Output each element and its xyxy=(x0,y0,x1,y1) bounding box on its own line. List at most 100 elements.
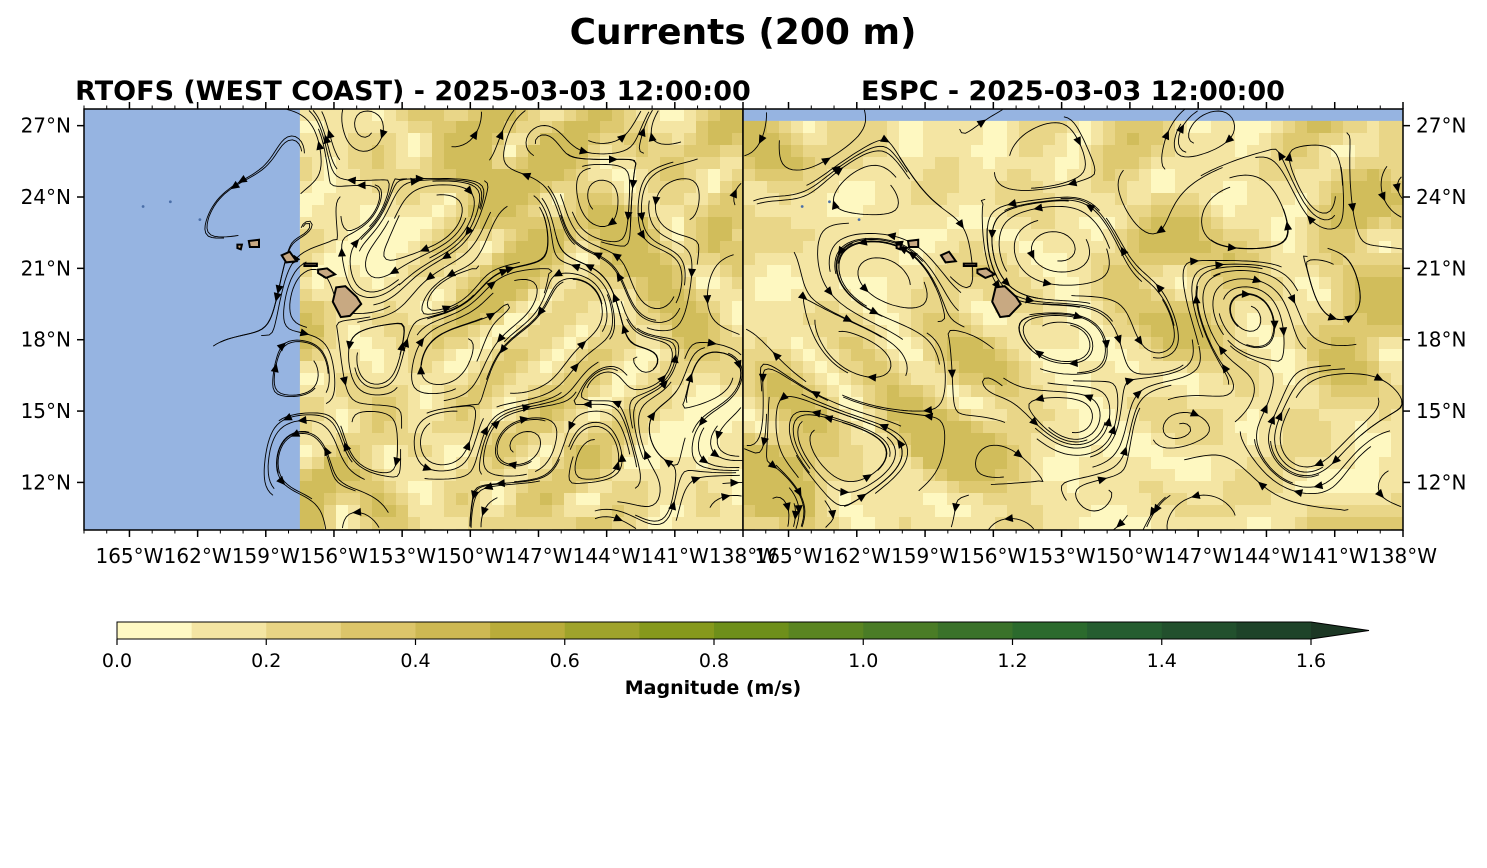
streamline-arrow xyxy=(297,415,307,424)
streamline-arrow xyxy=(648,132,657,142)
streamline-arrow xyxy=(1161,130,1170,141)
no-data-mask xyxy=(743,109,1403,121)
streamline-arrow xyxy=(425,271,436,281)
streamline-arrow xyxy=(612,293,621,303)
colorbar-tick-label: 0.8 xyxy=(699,650,729,672)
streamline-arrow xyxy=(823,415,834,423)
streamline-arrow xyxy=(495,479,505,488)
streamline-arrow xyxy=(401,338,410,348)
lat-tick-label: 12°N xyxy=(21,470,71,494)
lon-tick-label: 156°W xyxy=(300,544,368,568)
lat-tick-label: 18°N xyxy=(1416,328,1466,352)
streamline-arrow xyxy=(323,134,332,145)
streamline-arrow xyxy=(1279,327,1288,337)
streamline-arrow xyxy=(1274,411,1283,422)
colorbar-tick-label: 1.2 xyxy=(997,650,1027,672)
lon-tick-label: 162°W xyxy=(823,544,891,568)
streamline-arrow xyxy=(842,314,853,322)
colorbar-bin xyxy=(1236,622,1312,639)
streamline-arrow xyxy=(721,493,731,502)
streamline-arrow xyxy=(668,500,677,511)
lon-tick-label: 147°W xyxy=(505,544,573,568)
streamline-arrow xyxy=(356,181,366,190)
streamline-arrow xyxy=(1307,215,1316,225)
streamline-arrow xyxy=(570,362,579,373)
streamline-arrow xyxy=(1155,283,1165,294)
streamline-arrow xyxy=(840,487,850,496)
streamline-arrow xyxy=(1003,514,1014,523)
streamline-arrow xyxy=(568,420,576,431)
lon-tick-label: 150°W xyxy=(436,544,504,568)
lat-tick-label: 27°N xyxy=(1416,114,1466,138)
streamline-arrow xyxy=(1083,394,1094,402)
streamline-arrow xyxy=(463,185,473,195)
streamline-arrow xyxy=(521,172,532,181)
streamline-arrow xyxy=(670,353,679,364)
nw-hawaiian-island xyxy=(828,200,831,204)
lon-tick-label: 138°W xyxy=(709,544,777,568)
lon-tick-label: 138°W xyxy=(1369,544,1437,568)
streamline-arrow xyxy=(862,474,873,483)
island-hawaii xyxy=(991,285,1022,319)
colorbar-bin xyxy=(639,622,715,639)
streamline-arrow xyxy=(584,264,595,272)
longitude-labels-rtofs: 165°W 162°W 159°W 156°W 153°W 150°W 147°W 144°W… xyxy=(95,544,777,568)
island-maui xyxy=(317,267,338,280)
streamline-arrow xyxy=(1270,320,1279,330)
streamline-arrow xyxy=(1067,178,1078,187)
streamlines xyxy=(744,109,1403,530)
island-hawaii xyxy=(331,285,363,319)
streamline-arrow xyxy=(698,455,709,464)
streamline-arrow xyxy=(519,415,530,424)
streamline-arrow xyxy=(1392,182,1401,193)
island-niihau xyxy=(236,243,244,251)
streamline-arrow xyxy=(1034,394,1045,402)
streamline-arrow xyxy=(1025,295,1035,304)
streamline-arrow xyxy=(419,244,430,252)
figure-title: Currents (200 m) xyxy=(570,12,917,53)
lat-tick-label: 15°N xyxy=(1416,399,1466,423)
streamline-arrow xyxy=(350,238,360,249)
streamline-arrow xyxy=(469,130,478,140)
streamline-arrow xyxy=(637,212,646,222)
map-panel-espc xyxy=(742,102,1410,537)
streamline-arrow xyxy=(1284,221,1293,231)
streamline-arrow xyxy=(772,351,782,362)
streamline-arrow xyxy=(465,226,474,236)
streamline-arrow xyxy=(897,439,906,449)
island-oahu xyxy=(280,250,299,264)
streamline-arrow xyxy=(733,359,742,370)
latitude-labels-right: 27°N 24°N 21°N 18°N 15°N 12°N xyxy=(1416,114,1466,495)
streamline-arrow xyxy=(869,306,879,315)
streamline-arrow xyxy=(299,328,310,337)
streamline-arrow xyxy=(1103,417,1112,427)
streamline-arrow xyxy=(1124,377,1135,386)
streamline-arrow xyxy=(499,344,509,354)
streamline-arrow xyxy=(828,509,837,520)
colorbar-bin xyxy=(1087,622,1163,639)
streamline-arrow xyxy=(859,283,869,293)
colorbar-bin xyxy=(937,622,1013,639)
streamline-arrow xyxy=(1241,289,1251,298)
streamline-arrow xyxy=(688,268,697,278)
streamline-arrow xyxy=(1189,409,1200,417)
streamline-arrow xyxy=(1293,489,1304,497)
colorbar-bin xyxy=(490,622,566,639)
streamline-arrow xyxy=(582,400,592,409)
island-kauai xyxy=(247,238,260,248)
streamlines xyxy=(204,109,743,530)
colorbar-bin xyxy=(415,622,491,639)
streamline-arrow xyxy=(1314,458,1324,467)
streamline-arrow xyxy=(422,463,433,471)
streamline-arrow xyxy=(326,129,335,139)
colorbar-tick-label: 0.2 xyxy=(251,650,281,672)
streamline-arrow xyxy=(486,280,496,290)
streamline-arrow xyxy=(417,365,426,375)
colorbar-bin xyxy=(863,622,939,639)
lat-tick-label: 15°N xyxy=(21,399,71,423)
colorbar-bin xyxy=(714,622,790,639)
streamline-arrow xyxy=(618,452,627,463)
lat-tick-label: 21°N xyxy=(1416,256,1466,280)
